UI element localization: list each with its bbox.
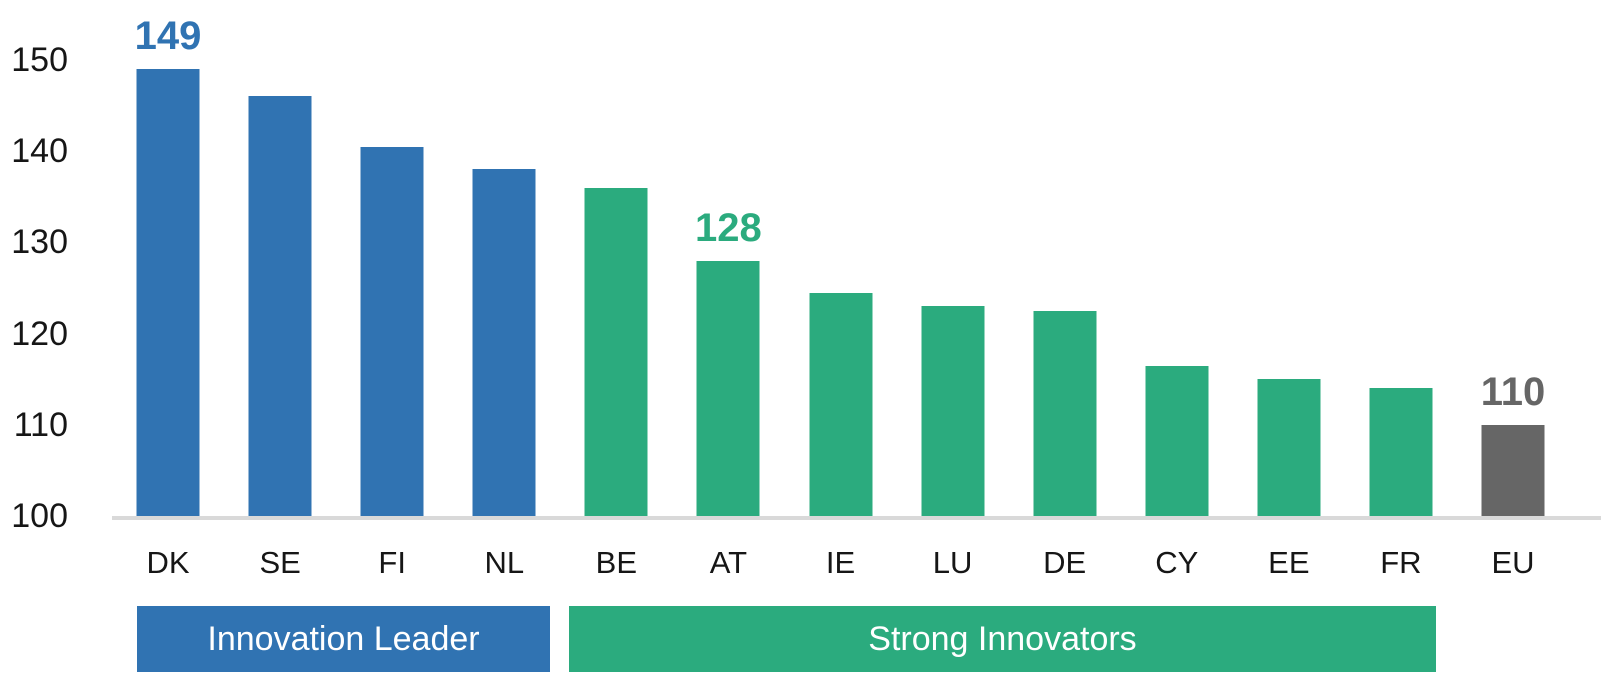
- legend-band-strong-innovators: Strong Innovators: [569, 606, 1436, 672]
- bar-dk: [136, 69, 200, 516]
- y-tick-110: 110: [13, 405, 68, 444]
- bar-eu: [1481, 424, 1545, 516]
- x-label-eu: EU: [1491, 545, 1535, 580]
- bar-slot-cy: [1121, 0, 1233, 516]
- bar-slot-dk: 149: [112, 0, 224, 516]
- bar-nl: [472, 169, 536, 516]
- x-label-nl: NL: [484, 545, 525, 580]
- bar-slot-se: [224, 0, 336, 516]
- bar-cy: [1145, 365, 1209, 516]
- x-label-de: DE: [1043, 545, 1087, 580]
- value-label-dk: 149: [134, 14, 202, 59]
- bar-be: [584, 187, 648, 516]
- bar-se: [248, 96, 312, 516]
- bar-slot-fr: [1345, 0, 1457, 516]
- legend-band-innovation-leader: Innovation Leader: [137, 606, 550, 672]
- x-label-cy: CY: [1155, 545, 1199, 580]
- bar-slot-at: 128: [672, 0, 784, 516]
- bar-at: [696, 260, 760, 516]
- bar-fi: [360, 146, 424, 516]
- bar-lu: [921, 306, 985, 516]
- plot-area: 149 128 110: [112, 0, 1569, 516]
- y-tick-100: 100: [11, 497, 68, 535]
- bar-slot-fi: [336, 0, 448, 516]
- x-label-at: AT: [709, 545, 748, 580]
- y-tick-140: 140: [11, 132, 68, 171]
- x-axis-labels: DK SE FI NL BE AT IE LU DE CY EE FR EU: [112, 544, 1569, 582]
- bar-slot-lu: [897, 0, 1009, 516]
- value-label-at: 128: [695, 205, 762, 250]
- x-label-fr: FR: [1380, 545, 1422, 580]
- bar-ee: [1257, 379, 1321, 516]
- x-label-lu: LU: [932, 545, 973, 580]
- bar-slot-de: [1009, 0, 1121, 516]
- y-tick-150: 150: [11, 41, 68, 79]
- bar-slot-eu: 110: [1457, 0, 1569, 516]
- bar-slot-nl: [448, 0, 560, 516]
- x-label-ee: EE: [1268, 545, 1310, 580]
- bar-ie: [809, 292, 872, 516]
- x-label-be: BE: [595, 545, 638, 580]
- value-label-eu: 110: [1480, 369, 1546, 414]
- x-label-fi: FI: [378, 545, 406, 580]
- bar-slot-ee: [1233, 0, 1345, 516]
- x-axis-baseline: [112, 516, 1601, 520]
- y-tick-120: 120: [11, 314, 68, 353]
- bar-slot-ie: [784, 0, 896, 516]
- bar-slot-be: [560, 0, 672, 516]
- x-label-ie: IE: [825, 545, 856, 580]
- x-label-se: SE: [259, 545, 301, 580]
- x-label-dk: DK: [146, 545, 190, 580]
- bar-fr: [1369, 388, 1433, 516]
- y-tick-130: 130: [11, 223, 68, 262]
- bar-de: [1033, 310, 1097, 516]
